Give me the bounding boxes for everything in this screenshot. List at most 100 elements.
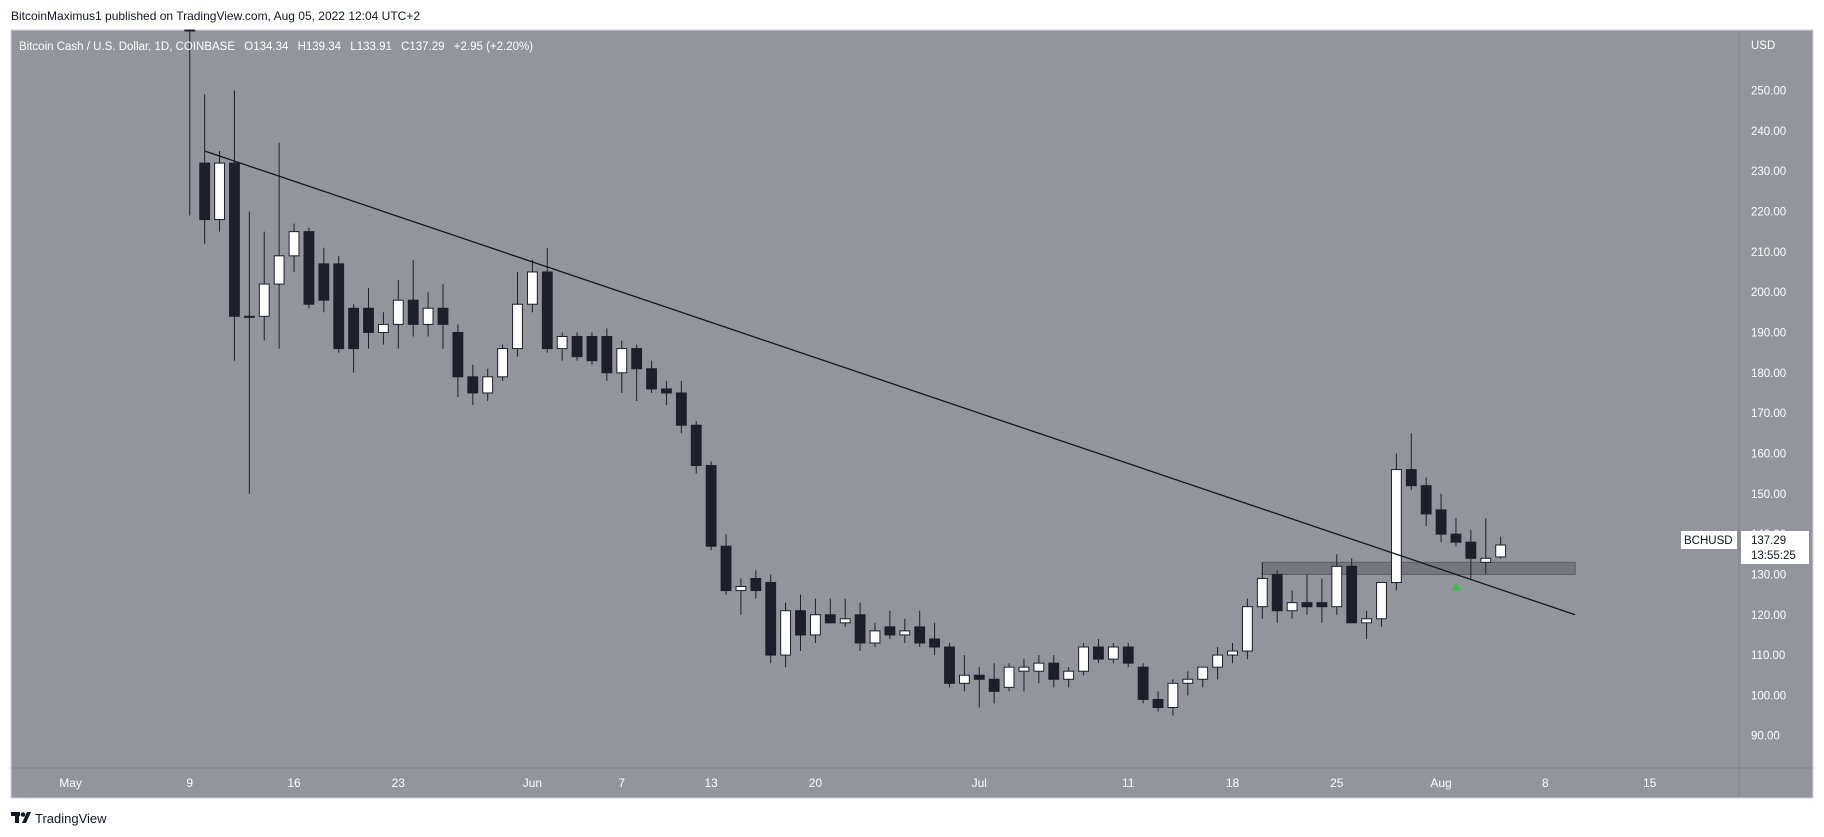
- candle[interactable]: [1182, 671, 1194, 696]
- candle[interactable]: [422, 292, 434, 337]
- candle[interactable]: [1316, 578, 1328, 623]
- candle[interactable]: [467, 364, 479, 406]
- candle[interactable]: [229, 90, 240, 361]
- candle[interactable]: [750, 570, 762, 599]
- candle[interactable]: [1331, 554, 1343, 615]
- candle[interactable]: [407, 259, 419, 337]
- candle[interactable]: [348, 304, 360, 373]
- candle[interactable]: [973, 667, 985, 708]
- candle[interactable]: [795, 594, 806, 652]
- candle[interactable]: [1167, 679, 1179, 716]
- candle[interactable]: [958, 655, 970, 692]
- candle[interactable]: [512, 271, 523, 357]
- candle[interactable]: [556, 332, 568, 361]
- candle[interactable]: [541, 247, 553, 353]
- candle[interactable]: [1286, 590, 1298, 619]
- candle[interactable]: [675, 380, 687, 434]
- candle[interactable]: [601, 328, 613, 381]
- candle[interactable]: [273, 142, 285, 349]
- price-axis[interactable]: [1739, 30, 1813, 768]
- candle[interactable]: [854, 602, 866, 652]
- candle[interactable]: [1241, 598, 1253, 660]
- candle[interactable]: [1480, 517, 1492, 575]
- candle[interactable]: [452, 324, 464, 397]
- candle[interactable]: [765, 574, 777, 664]
- candle[interactable]: [1107, 642, 1119, 664]
- candle[interactable]: [914, 610, 926, 648]
- y-tick-label: 230.00: [1751, 166, 1786, 178]
- x-tick-label: Aug: [1430, 776, 1451, 790]
- legend-high-value: 139.34: [306, 41, 342, 53]
- candle[interactable]: [1390, 453, 1402, 591]
- candle[interactable]: [988, 663, 1000, 704]
- candle[interactable]: [1093, 638, 1104, 664]
- candle[interactable]: [1465, 530, 1477, 579]
- candle[interactable]: [1122, 642, 1134, 668]
- candle[interactable]: [1048, 655, 1060, 688]
- candle[interactable]: [333, 255, 345, 353]
- candle[interactable]: [735, 578, 747, 615]
- candle[interactable]: [690, 421, 702, 474]
- candle[interactable]: [586, 332, 598, 365]
- candle[interactable]: [437, 284, 449, 349]
- candle[interactable]: [616, 340, 628, 393]
- candle[interactable]: [1361, 610, 1373, 639]
- time-axis[interactable]: [11, 768, 1739, 798]
- descending-trendline[interactable]: [204, 150, 1576, 616]
- candle[interactable]: [1227, 642, 1238, 664]
- candle[interactable]: [1271, 570, 1283, 623]
- candle[interactable]: [661, 380, 672, 406]
- candle[interactable]: [571, 332, 583, 361]
- candle[interactable]: [303, 227, 315, 309]
- candle[interactable]: [258, 231, 270, 341]
- candle[interactable]: [1033, 655, 1045, 684]
- candle[interactable]: [899, 618, 911, 643]
- candle[interactable]: [824, 598, 836, 624]
- candle[interactable]: [1495, 536, 1507, 559]
- candle[interactable]: [377, 312, 389, 345]
- candle[interactable]: [720, 534, 732, 595]
- candle[interactable]: [944, 642, 955, 688]
- candle[interactable]: [929, 622, 941, 656]
- candle[interactable]: [392, 280, 404, 349]
- candle[interactable]: [839, 598, 851, 627]
- candle[interactable]: [1137, 663, 1149, 704]
- candle[interactable]: [184, 29, 196, 216]
- candle[interactable]: [869, 622, 881, 648]
- candle[interactable]: [1018, 659, 1030, 692]
- candle[interactable]: [497, 344, 509, 381]
- candle[interactable]: [243, 211, 255, 494]
- candle-body: [1033, 662, 1045, 672]
- candle[interactable]: [288, 223, 300, 272]
- candle[interactable]: [1256, 562, 1268, 619]
- candle[interactable]: [1078, 642, 1089, 676]
- candle[interactable]: [884, 610, 896, 639]
- plot-area[interactable]: [11, 30, 1739, 768]
- candle[interactable]: [1376, 581, 1387, 627]
- candle[interactable]: [809, 598, 821, 643]
- tradingview-logo[interactable]: TradingView: [11, 811, 107, 826]
- candle[interactable]: [1420, 477, 1432, 527]
- candle[interactable]: [1450, 517, 1462, 547]
- candle[interactable]: [631, 344, 643, 402]
- candle[interactable]: [363, 288, 374, 349]
- candle[interactable]: [1435, 493, 1447, 543]
- candle[interactable]: [1063, 667, 1075, 688]
- candle[interactable]: [1301, 574, 1313, 615]
- candle[interactable]: [1003, 663, 1015, 692]
- candle[interactable]: [482, 368, 494, 402]
- candle[interactable]: [526, 259, 538, 313]
- last-price-tag[interactable]: BCHUSD 137.29 13:55:25: [1681, 531, 1809, 564]
- candle[interactable]: [1346, 558, 1358, 624]
- candle[interactable]: [1197, 666, 1209, 688]
- candle[interactable]: [1152, 691, 1164, 712]
- candle[interactable]: [705, 461, 717, 551]
- candle[interactable]: [214, 150, 225, 232]
- candle[interactable]: [1405, 433, 1417, 490]
- candle[interactable]: [318, 247, 330, 313]
- candle[interactable]: [199, 94, 211, 244]
- candle[interactable]: [780, 602, 792, 668]
- candle[interactable]: [1212, 647, 1224, 680]
- candle[interactable]: [646, 360, 657, 393]
